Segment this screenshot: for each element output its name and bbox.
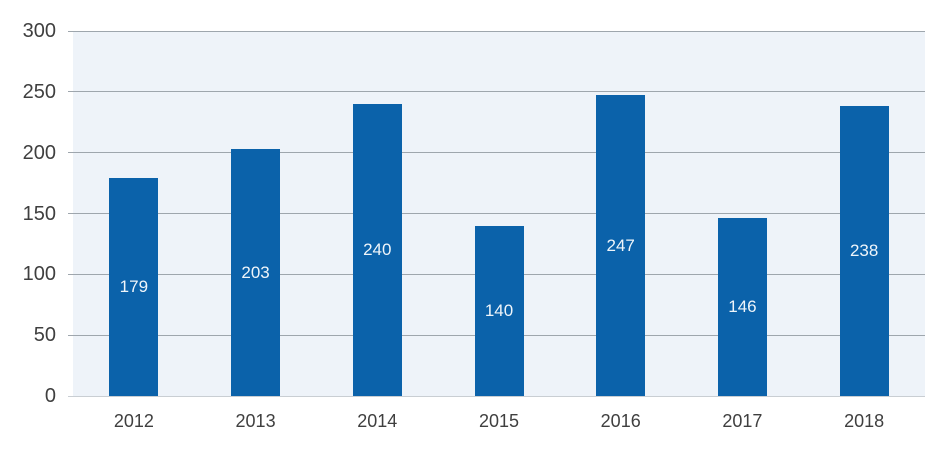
bar-2012: 179 bbox=[109, 178, 159, 396]
x-tick-label: 2016 bbox=[600, 411, 641, 431]
y-tick-label: 50 bbox=[33, 324, 56, 347]
gridline-300 bbox=[68, 30, 925, 32]
bar-value-label: 179 bbox=[119, 277, 149, 297]
bar-2018: 238 bbox=[839, 106, 889, 396]
x-tick-label: 2018 bbox=[844, 411, 885, 431]
x-tick-label: 2017 bbox=[722, 411, 763, 431]
bar-value-label: 238 bbox=[849, 241, 879, 261]
bar-2013: 203 bbox=[231, 149, 281, 396]
bar-2014: 240 bbox=[352, 104, 402, 396]
y-tick-label: 300 bbox=[22, 20, 56, 42]
gridline-0 bbox=[68, 395, 925, 397]
y-tick-label: 100 bbox=[22, 263, 56, 286]
gridline-150 bbox=[68, 213, 925, 214]
x-tick-label: 2012 bbox=[113, 411, 154, 431]
bar-value-label: 146 bbox=[728, 297, 757, 317]
bar-2017: 146 bbox=[717, 218, 767, 396]
y-tick-label: 0 bbox=[44, 385, 56, 407]
bar-value-label: 140 bbox=[484, 300, 514, 320]
y-tick-label: 250 bbox=[22, 80, 56, 103]
gridline-200 bbox=[68, 152, 925, 154]
x-tick-label: 2015 bbox=[478, 411, 520, 431]
x-tick-label: 2014 bbox=[357, 411, 398, 431]
x-tick-label: 2013 bbox=[235, 411, 276, 431]
bar-2015: 140 bbox=[474, 225, 524, 396]
y-tick-label: 150 bbox=[22, 202, 56, 225]
bar-value-label: 203 bbox=[241, 262, 270, 282]
bar-value-label: 247 bbox=[606, 235, 635, 255]
bar-value-label: 240 bbox=[363, 240, 392, 259]
bar-2016: 247 bbox=[596, 95, 646, 396]
gridline-250 bbox=[68, 91, 925, 93]
y-tick-label: 200 bbox=[22, 141, 56, 164]
